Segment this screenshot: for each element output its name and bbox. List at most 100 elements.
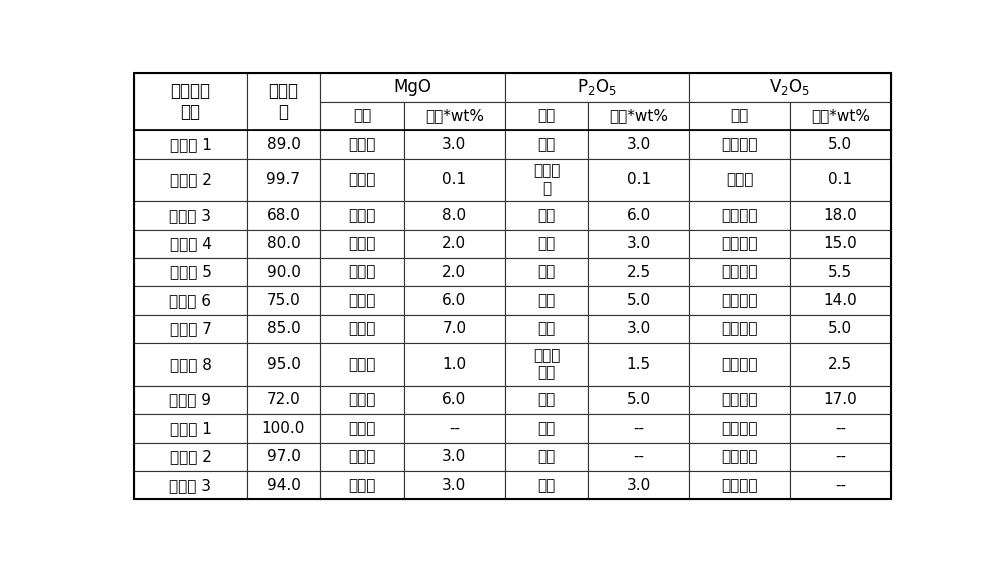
Bar: [588, 414, 689, 443]
Bar: [505, 101, 588, 130]
Text: 5.0: 5.0: [627, 293, 651, 308]
Bar: [790, 130, 891, 159]
Bar: [134, 386, 247, 414]
Text: 氧化铝
克: 氧化铝 克: [268, 82, 298, 121]
Text: 磷酸氢
铵: 磷酸氢 铵: [533, 164, 560, 196]
Text: 0.1: 0.1: [828, 172, 852, 187]
Bar: [320, 286, 404, 315]
Bar: [134, 258, 247, 286]
Bar: [505, 286, 588, 315]
Text: 实施例 8: 实施例 8: [170, 357, 211, 372]
Text: 磷酸: 磷酸: [537, 477, 556, 493]
Bar: [689, 471, 790, 500]
Text: --: --: [633, 449, 644, 464]
Bar: [247, 258, 320, 286]
Bar: [134, 130, 247, 159]
Bar: [320, 343, 404, 386]
Text: 100.0: 100.0: [262, 421, 305, 436]
Text: 5.5: 5.5: [828, 265, 852, 280]
Bar: [247, 471, 320, 500]
Text: 97.0: 97.0: [267, 449, 300, 464]
Bar: [505, 230, 588, 258]
Text: 17.0: 17.0: [823, 392, 857, 408]
Text: 偏钒酸铵: 偏钒酸铵: [721, 236, 758, 251]
Bar: [320, 258, 404, 286]
Text: 2.0: 2.0: [442, 265, 466, 280]
Text: 85.0: 85.0: [267, 321, 300, 336]
Bar: [320, 73, 505, 101]
Text: 硝酸镁: 硝酸镁: [348, 236, 376, 251]
Text: 6.0: 6.0: [627, 208, 651, 223]
Text: 碳酸镁: 碳酸镁: [348, 357, 376, 372]
Bar: [247, 201, 320, 230]
Text: 偏钒酸钾: 偏钒酸钾: [721, 357, 758, 372]
Bar: [320, 443, 404, 471]
Text: 8.0: 8.0: [442, 208, 466, 223]
Bar: [505, 443, 588, 471]
Bar: [689, 443, 790, 471]
Bar: [588, 471, 689, 500]
Text: 90.0: 90.0: [267, 265, 300, 280]
Bar: [588, 101, 689, 130]
Text: 比较例 1: 比较例 1: [170, 421, 211, 436]
Bar: [247, 73, 320, 130]
Bar: [689, 343, 790, 386]
Bar: [134, 343, 247, 386]
Bar: [505, 201, 588, 230]
Bar: [588, 443, 689, 471]
Bar: [134, 201, 247, 230]
Text: 氯化镁: 氯化镁: [348, 172, 376, 187]
Bar: [247, 386, 320, 414]
Text: 磷酸: 磷酸: [537, 392, 556, 408]
Bar: [505, 73, 689, 101]
Text: 磷酸氢
二铵: 磷酸氢 二铵: [533, 348, 560, 380]
Text: 比较例 3: 比较例 3: [169, 477, 211, 493]
Bar: [320, 414, 404, 443]
Text: 磷酸: 磷酸: [537, 449, 556, 464]
Bar: [689, 101, 790, 130]
Bar: [505, 343, 588, 386]
Text: 实施例 3: 实施例 3: [169, 208, 211, 223]
Text: 醋酸镁: 醋酸镁: [348, 208, 376, 223]
Bar: [790, 443, 891, 471]
Text: P$_2$O$_5$: P$_2$O$_5$: [577, 78, 617, 98]
Text: 磷酸: 磷酸: [537, 293, 556, 308]
Bar: [320, 101, 404, 130]
Text: 3.0: 3.0: [627, 321, 651, 336]
Text: 3.0: 3.0: [442, 137, 466, 152]
Bar: [588, 343, 689, 386]
Bar: [404, 201, 505, 230]
Bar: [134, 230, 247, 258]
Bar: [404, 471, 505, 500]
Bar: [505, 386, 588, 414]
Bar: [134, 471, 247, 500]
Text: 复合载体
组成: 复合载体 组成: [170, 82, 210, 121]
Bar: [404, 386, 505, 414]
Text: 磷酸: 磷酸: [537, 321, 556, 336]
Bar: [247, 286, 320, 315]
Bar: [689, 286, 790, 315]
Text: 醋酸镁: 醋酸镁: [348, 449, 376, 464]
Text: 实施例 9: 实施例 9: [169, 392, 211, 408]
Bar: [247, 130, 320, 159]
Text: 含量*wt%: 含量*wt%: [811, 108, 870, 124]
Text: 醋酸镁: 醋酸镁: [348, 477, 376, 493]
Bar: [689, 73, 891, 101]
Bar: [588, 201, 689, 230]
Bar: [505, 130, 588, 159]
Text: 实施例 1: 实施例 1: [170, 137, 211, 152]
Text: 0.1: 0.1: [627, 172, 651, 187]
Text: 5.0: 5.0: [627, 392, 651, 408]
Bar: [320, 130, 404, 159]
Text: 3.0: 3.0: [627, 477, 651, 493]
Text: V$_2$O$_5$: V$_2$O$_5$: [769, 78, 810, 98]
Text: 偏钒酸铵: 偏钒酸铵: [721, 208, 758, 223]
Bar: [247, 315, 320, 343]
Text: 硫酸镁: 硫酸镁: [348, 265, 376, 280]
Text: 6.0: 6.0: [442, 293, 466, 308]
Bar: [588, 230, 689, 258]
Text: 5.0: 5.0: [828, 321, 852, 336]
Bar: [689, 230, 790, 258]
Text: 2.5: 2.5: [828, 357, 852, 372]
Bar: [134, 414, 247, 443]
